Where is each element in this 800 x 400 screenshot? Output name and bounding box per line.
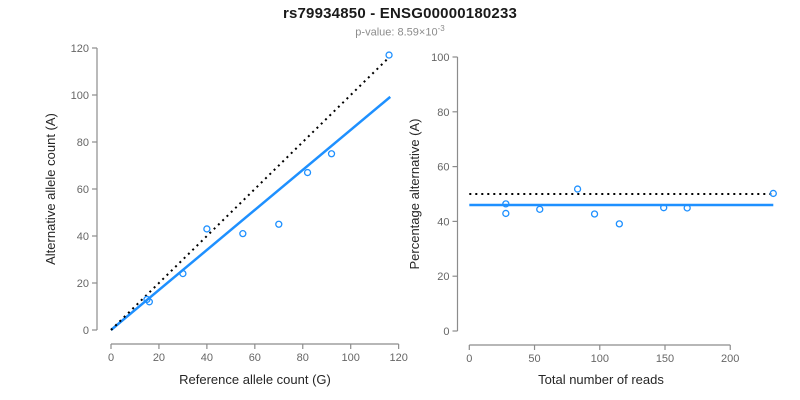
right-xaxis-title: Total number of reads (538, 372, 664, 387)
x-tick-label: 0 (466, 353, 472, 365)
x-tick-label: 0 (108, 352, 114, 364)
x-tick-label: 60 (249, 352, 261, 364)
identity-line (110, 59, 388, 331)
y-tick-label: 40 (77, 231, 89, 243)
data-point (502, 200, 510, 208)
y-tick-label: 80 (437, 107, 449, 119)
y-tick-label: 20 (77, 278, 89, 290)
x-tick-label: 100 (591, 353, 609, 365)
data-point (303, 168, 312, 177)
data-point (239, 229, 247, 238)
data-point (502, 209, 510, 218)
figure-subtitle: p-value: 8.59×10-3 (0, 24, 800, 39)
y-tick-label: 100 (71, 90, 89, 102)
data-point (385, 51, 393, 59)
pvalue-text: p-value: 8.59×10 (355, 26, 438, 39)
data-point (327, 150, 336, 158)
y-tick-label: 120 (71, 43, 89, 55)
x-tick-label: 20 (153, 352, 165, 364)
y-tick-label: 100 (431, 52, 449, 64)
data-point (615, 220, 623, 228)
regression-fit-line (110, 95, 392, 331)
left-yaxis-title: Alternative allele count (A) (43, 113, 58, 265)
data-point (573, 185, 582, 193)
figure-title: rs79934850 - ENSG00000180233 (282, 5, 518, 22)
data-point (590, 210, 599, 218)
x-tick-label: 200 (721, 353, 739, 365)
x-tick-label: 80 (297, 352, 309, 364)
x-tick-label: 120 (389, 352, 407, 364)
y-tick-label: 40 (437, 216, 449, 228)
data-point (660, 204, 668, 212)
x-tick-label: 50 (528, 353, 540, 365)
y-tick-label: 60 (437, 162, 449, 174)
data-point (275, 220, 283, 228)
left-xaxis-title: Reference allele count (G) (179, 372, 331, 387)
data-point (769, 189, 777, 198)
data-point (179, 269, 187, 278)
y-tick-label: 80 (77, 137, 89, 149)
x-tick-label: 40 (201, 352, 213, 364)
data-point (536, 205, 544, 213)
right-yaxis-title: Percentage alternative (A) (407, 118, 422, 269)
y-tick-label: 20 (437, 271, 449, 283)
data-point (145, 298, 154, 306)
figure-header: rs79934850 - ENSG00000180233 p-value: 8.… (0, 5, 800, 39)
x-tick-label: 100 (342, 352, 360, 364)
y-tick-label: 0 (443, 326, 449, 338)
right-panel-percentage-vs-reads: 0 50 100 150 200 0 20 40 60 80 100 (431, 52, 777, 365)
pvalue-exponent: -3 (437, 24, 445, 33)
data-point (203, 225, 211, 233)
data-point (683, 204, 691, 212)
y-tick-label: 0 (83, 325, 89, 337)
y-tick-label: 60 (77, 184, 89, 196)
left-panel-allele-counts: 0 20 40 60 80 100 120 0 20 40 60 80 100 120 (71, 43, 408, 364)
x-tick-label: 150 (656, 353, 674, 365)
